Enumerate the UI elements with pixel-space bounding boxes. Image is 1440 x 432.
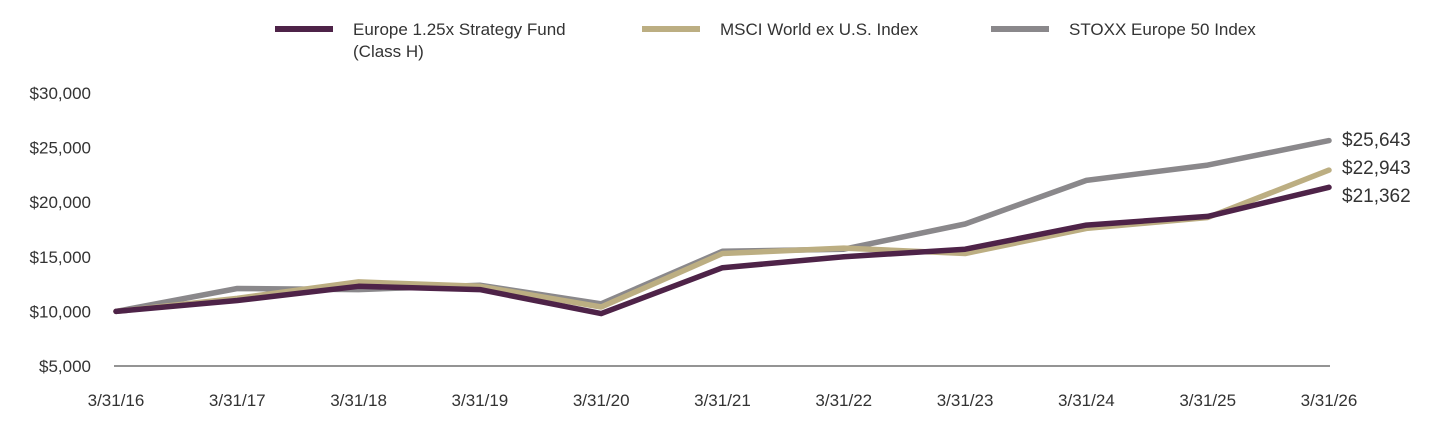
x-tick-label: 3/31/18 [330, 391, 387, 410]
x-tick-label: 3/31/16 [88, 391, 145, 410]
x-tick-label: 3/31/24 [1058, 391, 1115, 410]
y-tick-label: $30,000 [30, 84, 91, 103]
series-line [113, 137, 1332, 315]
y-tick-label: $5,000 [39, 357, 91, 376]
x-tick-label: 3/31/17 [209, 391, 266, 410]
x-tick-label: 3/31/22 [815, 391, 872, 410]
end-value-label: $25,643 [1342, 130, 1411, 151]
y-tick-label: $20,000 [30, 193, 91, 212]
end-value-label: $22,943 [1342, 158, 1411, 179]
legend-label: Europe 1.25x Strategy Fund [353, 20, 566, 39]
series-line [113, 184, 1332, 317]
legend-label: (Class H) [353, 42, 424, 61]
series-lines [113, 137, 1332, 317]
y-tick-label: $15,000 [30, 248, 91, 267]
end-labels: $25,643 $22,943 $21,362 [1342, 130, 1411, 207]
x-tick-label: 3/31/20 [573, 391, 630, 410]
x-tick-label: 3/31/23 [937, 391, 994, 410]
legend: Europe 1.25x Strategy Fund (Class H) MSCI … [275, 20, 1256, 61]
x-tick-label: 3/31/21 [694, 391, 751, 410]
y-tick-label: $25,000 [30, 139, 91, 158]
x-tick-label: 3/31/25 [1179, 391, 1236, 410]
series-line [113, 167, 1332, 315]
legend-label: STOXX Europe 50 Index [1069, 20, 1256, 39]
y-axis: $5,000 $10,000 $15,000 $20,000 $25,000 $30,00… [30, 84, 91, 376]
x-axis: 3/31/16 3/31/17 3/31/18 3/31/19 3/31/20 3/31/… [88, 391, 1358, 410]
x-tick-label: 3/31/19 [452, 391, 509, 410]
end-value-label: $21,362 [1342, 186, 1411, 207]
x-tick-label: 3/31/26 [1301, 391, 1358, 410]
y-tick-label: $10,000 [30, 302, 91, 321]
legend-label: MSCI World ex U.S. Index [720, 20, 919, 39]
